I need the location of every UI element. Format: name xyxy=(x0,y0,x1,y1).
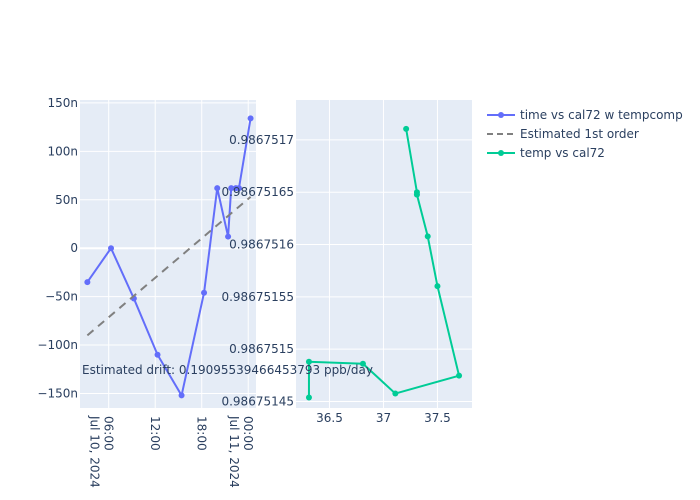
y-tick-label: 0.9867515 xyxy=(229,342,294,356)
x-tick-label: 18:00 xyxy=(195,416,209,451)
y-tick-label: 50n xyxy=(55,193,78,207)
data-point xyxy=(434,283,441,290)
data-point xyxy=(84,279,91,286)
legend-marker-icon xyxy=(498,112,504,118)
drift-annotation: Estimated drift: 0.19095539466453793 ppb… xyxy=(82,363,373,377)
data-point xyxy=(247,115,254,122)
data-point xyxy=(305,394,312,401)
data-point xyxy=(178,392,185,399)
y-tick-label: 0.98675145 xyxy=(221,395,294,409)
x-tick-date-label: Jul 10, 2024 xyxy=(88,415,102,488)
y-tick-label: 0.9867517 xyxy=(229,133,294,147)
y-tick-label: −150n xyxy=(37,386,78,400)
x-tick-label: 06:00 xyxy=(102,416,116,451)
legend-item-time[interactable]: time vs cal72 w tempcomp xyxy=(520,108,683,122)
legend-item-temp[interactable]: temp vs cal72 xyxy=(520,146,605,160)
y-tick-label: 100n xyxy=(47,144,78,158)
data-point xyxy=(392,390,399,397)
y-tick-label: −100n xyxy=(37,338,78,352)
data-point xyxy=(359,360,366,367)
data-point xyxy=(235,185,242,192)
data-point xyxy=(413,189,420,196)
y-tick-label: 150n xyxy=(47,96,78,110)
x-tick-label: 36.5 xyxy=(316,411,343,425)
legend[interactable]: time vs cal72 w tempcomp Estimated 1st o… xyxy=(487,108,683,160)
data-point xyxy=(201,289,208,296)
data-point xyxy=(228,185,235,192)
data-point xyxy=(424,233,431,240)
x-tick-label: 37 xyxy=(376,411,391,425)
x-tick-label: 00:00 xyxy=(241,416,255,451)
y-tick-label: 0.9867516 xyxy=(229,238,294,252)
data-point xyxy=(456,372,463,379)
series-line xyxy=(86,196,252,337)
data-point xyxy=(225,233,232,240)
y-tick-label: 0.98675155 xyxy=(221,290,294,304)
data-point xyxy=(403,125,410,132)
data-point xyxy=(214,185,221,192)
data-point xyxy=(108,245,115,252)
data-point xyxy=(305,358,312,365)
x-tick-label: 37.5 xyxy=(424,411,451,425)
data-point xyxy=(154,351,161,358)
legend-marker-icon xyxy=(498,150,504,156)
legend-item-fit[interactable]: Estimated 1st order xyxy=(520,127,639,141)
x-tick-date-label: Jul 11, 2024 xyxy=(227,415,241,488)
y-tick-label: −50n xyxy=(45,290,78,304)
right-plot-area xyxy=(296,100,472,408)
x-tick-label: 12:00 xyxy=(148,416,162,451)
y-tick-label: 0.98675165 xyxy=(221,185,294,199)
y-tick-label: 0 xyxy=(70,241,78,255)
